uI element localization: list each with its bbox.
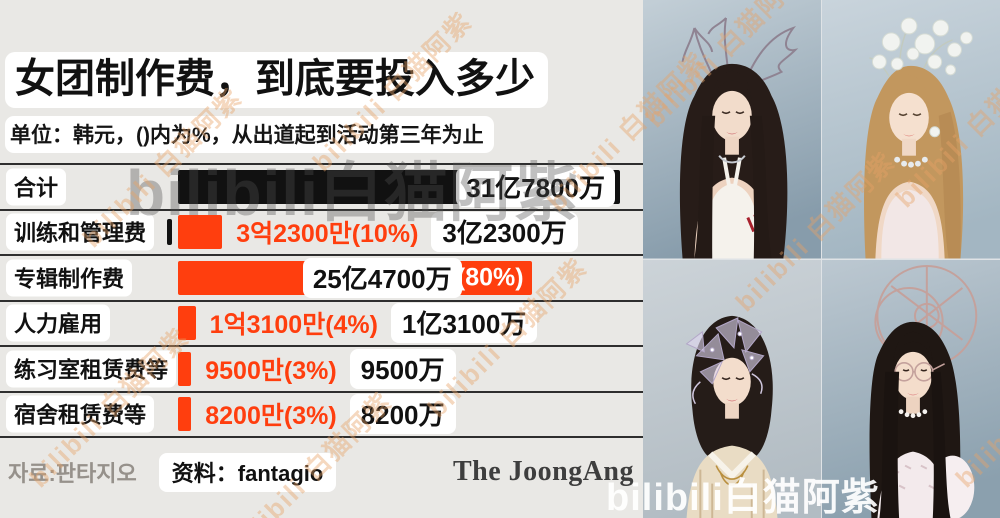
- photo-member-crystal-mask: [643, 259, 821, 518]
- percent-on-bar: (80%): [456, 263, 524, 292]
- bar: 25亿4700万 (80%): [178, 257, 532, 298]
- chart-row: 练习室租赁费等 9500만(3%) 9500万: [0, 345, 643, 391]
- category-label: 练习室租赁费等: [6, 350, 177, 388]
- korean-value: 1억3100만(4%): [209, 311, 378, 340]
- bar-track: 3억2300만(10%) 3亿2300万: [178, 212, 638, 253]
- bar-track: 8200만(3%) 8200万: [178, 394, 638, 435]
- chart-row: 宿舍租赁费等 8200만(3%) 8200万: [0, 390, 643, 437]
- chart-panel: 女团制作费，到底要投入多少 单位：韩元，()内为%，从出道起到活动第三年为止 合…: [0, 0, 643, 518]
- flower-crown-icon: [871, 17, 973, 76]
- value-pill: 8200万: [349, 394, 456, 435]
- bar: 31亿7800万: [178, 166, 620, 207]
- gold-chains-icon: [715, 464, 749, 486]
- publisher-logo: The JoongAng: [452, 456, 634, 487]
- bar: [178, 215, 223, 250]
- pearl-choker-icon: [898, 408, 928, 418]
- bar-track: 1억3100만(4%) 1亿3100万: [178, 303, 638, 344]
- label-tick: [167, 219, 172, 246]
- page-title: 女团制作费，到底要投入多少: [5, 52, 548, 108]
- chart-row: 专辑制作费 25亿4700万 (80%): [0, 254, 643, 300]
- source-chinese: 资料：fantagio: [158, 452, 337, 492]
- crystal-mask-icon: [685, 316, 765, 385]
- korean-value: 8200만(3%): [205, 402, 337, 431]
- bar: [178, 397, 192, 432]
- value-pill: 1亿3100万: [390, 303, 538, 344]
- photo-member-flower-crown: [822, 0, 1000, 259]
- bar-track: 25亿4700万 (80%): [178, 257, 638, 298]
- category-label: 人力雇用: [6, 304, 111, 342]
- value-pill: 3亿2300万: [431, 212, 578, 253]
- source-korean: 자료:판타지오: [8, 461, 137, 486]
- footer: 자료:판타지오 资料：fantagio The JoongAng: [8, 452, 638, 492]
- chart-row: 训练和管理费 3억2300만(10%) 3亿2300万: [0, 208, 643, 255]
- category-label: 宿舍租赁费等: [6, 395, 155, 433]
- value-pill: 25亿4700万: [302, 257, 462, 298]
- photo-member-halo-headpiece: [822, 259, 1000, 518]
- chart-row: 合计 31亿7800万: [0, 163, 643, 209]
- korean-value: 3억2300만(10%): [236, 220, 419, 249]
- bar: [178, 351, 192, 386]
- value-pill: 31亿7800万: [456, 166, 615, 207]
- bar: [178, 306, 196, 341]
- title-wrap: 女团制作费，到底要投入多少: [5, 52, 548, 108]
- unit-note: 单位：韩元，()内为%，从出道起到活动第三年为止: [5, 116, 494, 153]
- bar-track: 9500만(3%) 9500万: [178, 348, 638, 389]
- necklace-icon: [894, 156, 928, 168]
- category-label: 专辑制作费: [6, 259, 133, 297]
- photo-grid: [643, 0, 1000, 518]
- subtitle-wrap: 单位：韩元，()内为%，从出道起到活动第三年为止: [5, 116, 494, 153]
- bar-chart: 合计 31亿7800万 训练和管理费 3억2300만(10%) 3亿2300万 专辑制作费…: [0, 163, 643, 438]
- korean-value: 9500만(3%): [205, 356, 337, 385]
- category-label: 合计: [6, 168, 67, 206]
- chart-row: 人力雇用 1억3100만(4%) 1亿3100万: [0, 299, 643, 346]
- photo-member-antler-headpiece: [643, 0, 821, 259]
- bar-track: 31亿7800万: [178, 166, 638, 207]
- category-label: 训练和管理费: [6, 213, 155, 251]
- value-pill: 9500万: [349, 348, 456, 389]
